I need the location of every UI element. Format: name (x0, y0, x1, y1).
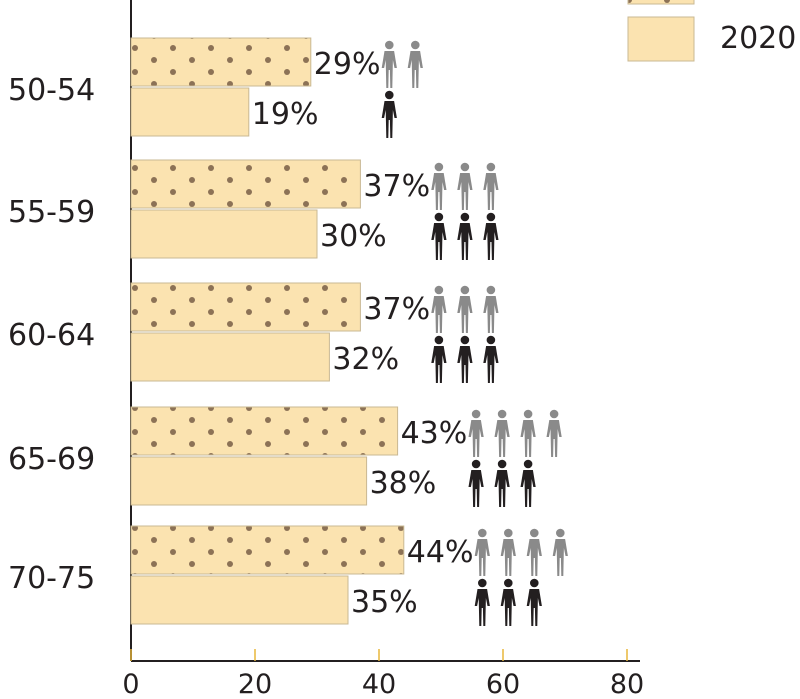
person-icon (431, 335, 447, 383)
person-icon (500, 528, 516, 576)
person-icon (474, 578, 490, 626)
category-label: 70-75 (8, 561, 95, 596)
labels-group: 50-54 29% 19% 55-59 37% 30% 60-64 37% 32% 65-69 43… (8, 47, 473, 620)
value-label: 35% (351, 585, 418, 620)
value-label: 43% (401, 416, 468, 451)
person-icon (431, 285, 447, 333)
person-icon (572, 409, 577, 457)
person-icon (546, 409, 562, 457)
bar-dotted (130, 282, 361, 332)
legend-swatch-dotted (627, 0, 695, 5)
legend-label-2020: 2020 (720, 21, 796, 56)
bar-2020 (130, 332, 330, 382)
x-tick-label: 40 (362, 669, 396, 699)
person-icon (474, 528, 490, 576)
value-label: 38% (370, 466, 437, 501)
person-icon (509, 162, 521, 210)
value-label: 32% (332, 342, 399, 377)
bar-dotted (130, 525, 405, 575)
person-icon (494, 409, 510, 457)
bars-group (130, 37, 405, 625)
person-icon (381, 40, 397, 88)
x-tick-label: 60 (486, 669, 520, 699)
value-label: 44% (407, 535, 474, 570)
bar-2020 (130, 456, 368, 506)
person-icon (457, 285, 473, 333)
person-icon (407, 90, 423, 138)
person-icon (526, 528, 542, 576)
value-label: 19% (252, 97, 319, 132)
person-icon (431, 162, 447, 210)
person-icon (500, 578, 516, 626)
person-icon (526, 578, 542, 626)
bar-dotted (130, 159, 361, 209)
x-axis-ticks: 0 20 40 60 80 (122, 649, 644, 699)
person-icon (407, 40, 423, 88)
category-label: 50-54 (8, 73, 95, 108)
person-icon (509, 335, 513, 383)
person-icon (509, 285, 521, 333)
value-label: 37% (363, 169, 430, 204)
bar-2020 (130, 209, 318, 259)
person-icon (468, 459, 484, 507)
person-icon (483, 212, 499, 260)
person-icon (546, 459, 561, 507)
category-label: 65-69 (8, 442, 95, 477)
person-icon (494, 459, 510, 507)
person-icon (457, 335, 473, 383)
person-icon (520, 459, 536, 507)
person-icon (483, 335, 499, 383)
value-label: 29% (314, 47, 381, 82)
legend-swatch-solid (627, 16, 695, 62)
person-icon (552, 578, 561, 626)
person-icon (381, 90, 397, 138)
value-label: 30% (320, 219, 387, 254)
category-label: 55-59 (8, 195, 95, 230)
person-icon (457, 162, 473, 210)
person-icon (552, 528, 568, 576)
x-tick-label: 20 (238, 669, 272, 699)
value-label: 37% (363, 292, 430, 327)
person-icon (468, 409, 484, 457)
person-icon (483, 285, 499, 333)
category-label: 60-64 (8, 318, 95, 353)
x-tick-label: 80 (610, 669, 644, 699)
person-icon (520, 409, 536, 457)
person-icon (483, 162, 499, 210)
bar-2020 (130, 87, 250, 137)
x-tick-label: 0 (122, 669, 139, 699)
person-icon (431, 212, 447, 260)
bar-dotted (130, 37, 312, 87)
bar-2020 (130, 575, 349, 625)
person-icon (578, 528, 585, 576)
person-icon (457, 212, 473, 260)
person-icon (433, 40, 449, 88)
bar-dotted (130, 406, 399, 456)
legend: 2020 (627, 0, 796, 62)
